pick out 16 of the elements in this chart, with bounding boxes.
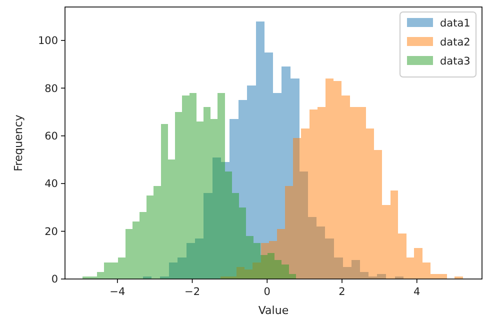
y-tick-label: 100 <box>38 35 58 48</box>
y-tick-label: 20 <box>44 226 58 238</box>
legend-label: data3 <box>440 56 470 68</box>
legend-label: data2 <box>440 36 470 49</box>
x-tick-label: 2 <box>338 286 346 298</box>
legend-label: data1 <box>440 18 470 30</box>
x-axis-title: Value <box>258 304 289 317</box>
x-tick-label: −2 <box>184 286 200 298</box>
y-tick-label: 40 <box>44 178 58 190</box>
x-tick-label: 0 <box>264 286 270 298</box>
y-tick-label: 80 <box>44 82 58 95</box>
x-tick-label: 4 <box>414 286 421 298</box>
y-axis-title: Frequency <box>12 114 25 172</box>
y-tick-label: 0 <box>51 274 58 286</box>
x-tick-label: −4 <box>110 286 126 298</box>
y-tick-label: 60 <box>44 130 58 143</box>
